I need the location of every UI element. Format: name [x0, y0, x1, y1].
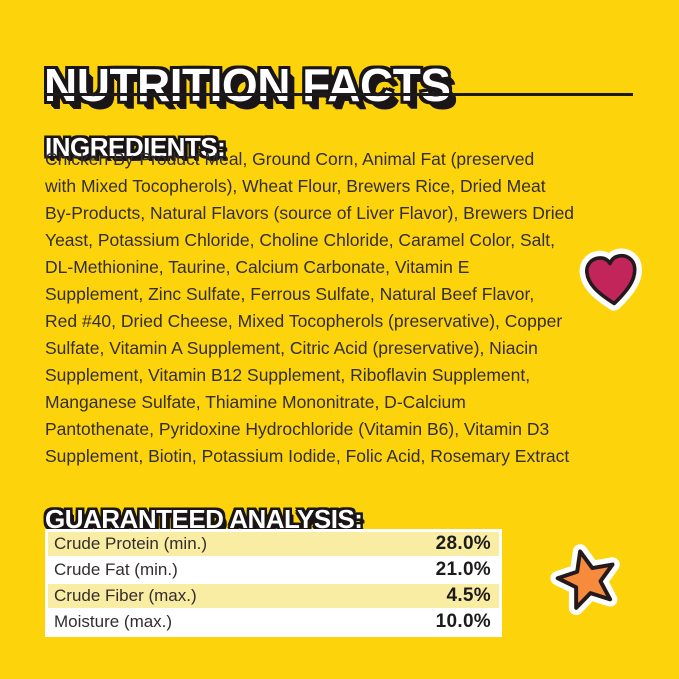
page-title: NUTRITION FACTS [44, 58, 451, 111]
ingredients-line: Supplement, Zinc Sulfate, Ferrous Sulfat… [45, 284, 535, 304]
ingredients-line: Supplement, Vitamin B12 Supplement, Ribo… [45, 365, 531, 385]
row-value: 4.5% [446, 585, 491, 606]
table-row: Moisture (max.) 10.0% [48, 610, 499, 634]
table-row: Crude Fat (min.) 21.0% [48, 558, 499, 582]
ingredients-line: Sulfate, Vitamin A Supplement, Citric Ac… [45, 338, 538, 358]
ingredients-line: By-Products, Natural Flavors (source of … [45, 203, 575, 223]
divider-line [45, 93, 633, 96]
ingredients-line: Supplement, Biotin, Potassium Iodide, Fo… [45, 446, 570, 466]
ingredients-line: Chicken By-Product Meal, Ground Corn, An… [45, 149, 535, 169]
ingredients-line: Yeast, Potassium Chloride, Choline Chlor… [45, 230, 556, 250]
guaranteed-analysis-table: Crude Protein (min.) 28.0% Crude Fat (mi… [45, 529, 502, 637]
row-label: Crude Protein (min.) [54, 534, 208, 553]
star-icon [547, 539, 627, 619]
ingredients-line: with Mixed Tocopherols), Wheat Flour, Br… [45, 176, 546, 196]
ingredients-line: Pantothenate, Pyridoxine Hydrochloride (… [45, 419, 550, 439]
row-value: 21.0% [435, 559, 491, 580]
ingredients-line: Red #40, Dried Cheese, Mixed Tocopherols… [45, 311, 563, 331]
row-label: Moisture (max.) [54, 612, 173, 631]
ingredients-line: DL-Methionine, Taurine, Calcium Carbonat… [45, 257, 470, 277]
row-value: 28.0% [435, 533, 491, 554]
heart-icon [579, 248, 645, 316]
ingredients-text: Chicken By-Product Meal, Ground Corn, An… [45, 146, 665, 470]
table-row: Crude Fiber (max.) 4.5% [48, 584, 499, 608]
guaranteed-analysis-heading: GUARANTEED ANALYSIS: [45, 503, 363, 534]
row-label: Crude Fat (min.) [54, 560, 178, 579]
table-row: Crude Protein (min.) 28.0% [48, 532, 499, 556]
row-label: Crude Fiber (max.) [54, 586, 197, 605]
ingredients-line: Manganese Sulfate, Thiamine Mononitrate,… [45, 392, 466, 412]
ingredients-heading: INGREDIENTS: [45, 131, 226, 162]
row-value: 10.0% [435, 611, 491, 632]
